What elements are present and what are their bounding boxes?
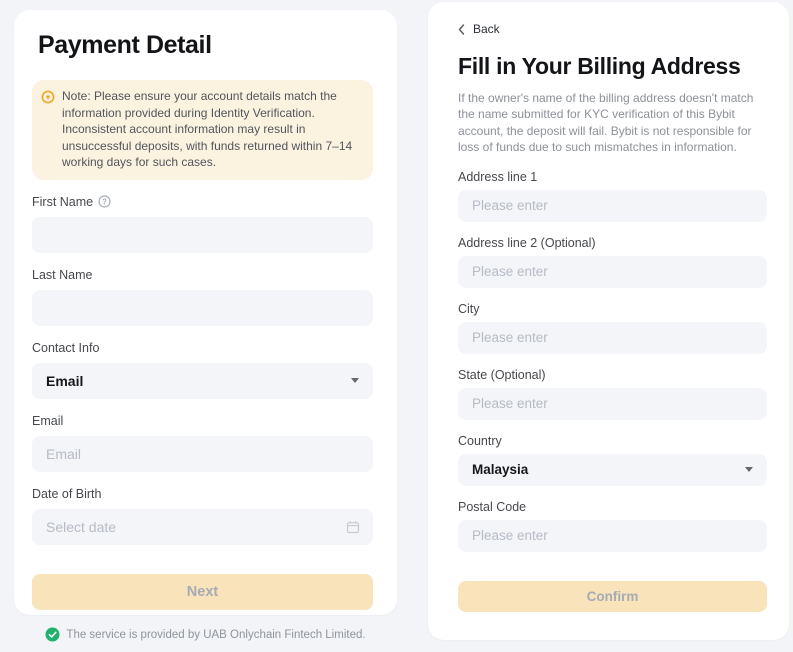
postal-code-label: Postal Code <box>458 499 527 514</box>
address-line-2-group: Address line 2 (Optional) <box>458 236 767 288</box>
address-line-2-label: Address line 2 (Optional) <box>458 235 596 250</box>
billing-address-card: Back Fill in Your Billing Address If the… <box>428 2 789 640</box>
chevron-down-icon <box>351 378 359 383</box>
city-input[interactable] <box>458 321 767 354</box>
contact-info-value: Email <box>46 372 84 389</box>
note-text: Note: Please ensure your account details… <box>62 89 353 169</box>
svg-text:?: ? <box>102 197 107 206</box>
contact-info-label: Contact Info <box>32 340 100 355</box>
last-name-label: Last Name <box>32 267 93 282</box>
back-label: Back <box>473 22 500 36</box>
chevron-left-icon <box>458 23 465 35</box>
contact-info-group: Contact Info Email <box>32 341 373 399</box>
country-value: Malaysia <box>472 462 529 477</box>
address-line-2-input[interactable] <box>458 255 767 288</box>
payment-detail-card: Payment Detail Note: Please ensure your … <box>14 10 397 615</box>
question-circle-icon[interactable]: ? <box>98 195 111 208</box>
next-button[interactable]: Next <box>32 573 373 610</box>
state-label: State (Optional) <box>458 367 546 382</box>
postal-code-group: Postal Code <box>458 500 767 552</box>
last-name-input[interactable] <box>32 289 373 326</box>
last-name-group: Last Name <box>32 268 373 326</box>
email-label: Email <box>32 413 64 428</box>
address-line-1-label: Address line 1 <box>458 169 538 184</box>
back-button[interactable]: Back <box>458 22 500 36</box>
address-line-1-input[interactable] <box>458 189 767 222</box>
calendar-icon[interactable] <box>346 520 360 534</box>
contact-info-select[interactable]: Email <box>32 362 373 399</box>
country-label: Country <box>458 433 502 448</box>
first-name-label: First Name <box>32 194 94 209</box>
date-of-birth-label: Date of Birth <box>32 486 102 501</box>
postal-code-input[interactable] <box>458 519 767 552</box>
page-title: Payment Detail <box>38 31 212 59</box>
state-group: State (Optional) <box>458 368 767 420</box>
check-circle-icon <box>45 627 60 642</box>
confirm-button[interactable]: Confirm <box>458 580 767 612</box>
chevron-down-icon <box>745 467 753 472</box>
country-select[interactable]: Malaysia <box>458 453 767 486</box>
email-input[interactable] <box>32 435 373 472</box>
note-banner: Note: Please ensure your account details… <box>32 80 373 180</box>
footer-text: The service is provided by UAB Onlychain… <box>66 628 366 641</box>
date-of-birth-input[interactable] <box>32 508 373 545</box>
billing-address-title: Fill in Your Billing Address <box>458 52 741 79</box>
address-line-1-group: Address line 1 <box>458 170 767 222</box>
city-group: City <box>458 302 767 354</box>
kyc-warning-text: If the owner's name of the billing addre… <box>458 90 754 155</box>
first-name-group: First Name ? <box>32 195 373 253</box>
state-input[interactable] <box>458 387 767 420</box>
service-provider-footer: The service is provided by UAB Onlychain… <box>14 627 397 642</box>
info-circle-icon <box>41 90 55 109</box>
country-group: Country Malaysia <box>458 434 767 486</box>
city-label: City <box>458 301 480 316</box>
first-name-input[interactable] <box>32 216 373 253</box>
email-group: Email <box>32 414 373 472</box>
date-of-birth-group: Date of Birth <box>32 487 373 545</box>
